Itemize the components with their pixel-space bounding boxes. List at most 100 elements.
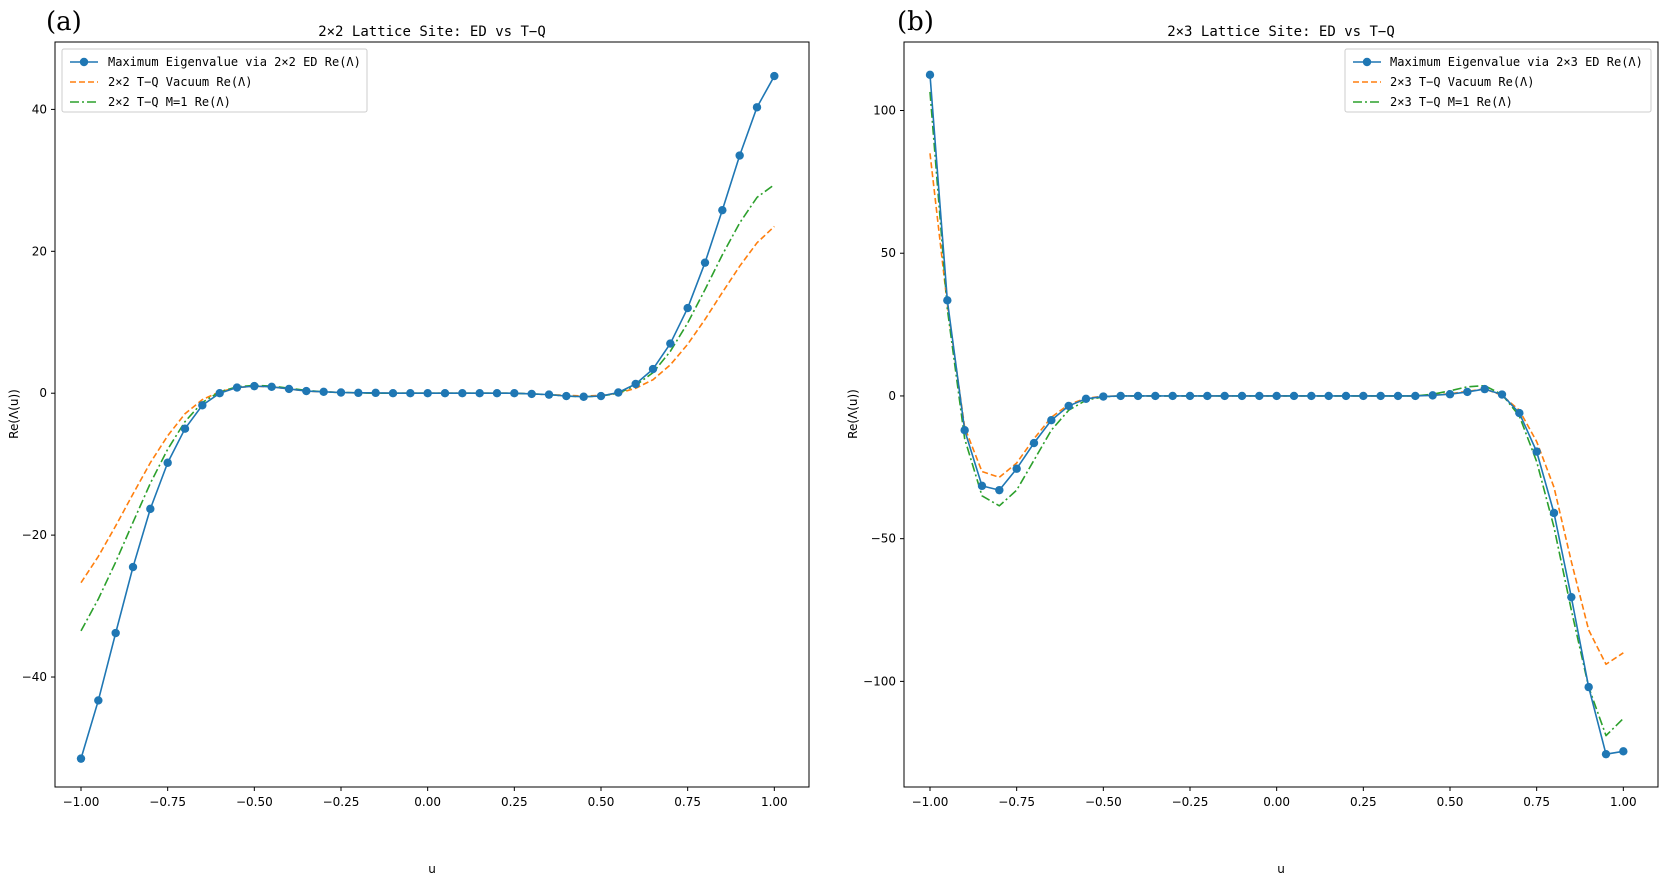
data-point-a-38: [735, 151, 744, 160]
data-point-a-12: [284, 384, 294, 394]
data-point-b-10: [1099, 392, 1108, 401]
data-point-b-32: [1480, 384, 1489, 394]
x-tick-label-a-0: −1.00: [63, 795, 100, 809]
x-tick-label-a-3: −0.25: [323, 795, 360, 809]
data-point-b-2: [960, 426, 969, 435]
y-axis-label-b: Re(Λ(u)): [846, 389, 860, 439]
x-tick-label-a-1: −0.75: [149, 795, 186, 809]
data-point-b-1: [943, 296, 952, 305]
chart-title-a: 2×2 Lattice Site: ED vs T−Q: [318, 24, 546, 40]
data-point-a-1: [94, 696, 103, 705]
series-group-b: [925, 70, 1628, 759]
x-tick-label-a-4: 0.00: [414, 795, 441, 809]
data-point-b-5: [1012, 464, 1021, 473]
y-tick-label-a-2: 0: [39, 386, 47, 400]
data-point-a-7: [198, 401, 207, 410]
data-point-b-3: [977, 481, 987, 491]
data-point-a-29: [579, 392, 588, 401]
data-point-b-36: [1549, 508, 1559, 518]
axes-frame-b: [903, 41, 1659, 788]
legend-b: Maximum Eigenvalue via 2×3 ED Re(Λ) 2×3 …: [1344, 48, 1652, 113]
legend-box-b: [1344, 48, 1652, 113]
x-axis-label-a: u: [428, 862, 436, 873]
panel-label-b: (b): [897, 7, 934, 37]
data-point-b-12: [1133, 391, 1143, 401]
data-point-a-5: [163, 458, 172, 467]
data-point-a-20: [423, 389, 432, 398]
data-point-a-0: [76, 754, 86, 763]
data-point-a-35: [683, 303, 692, 313]
data-point-a-11: [267, 382, 276, 392]
data-point-b-33: [1497, 390, 1507, 399]
data-point-b-11: [1116, 391, 1125, 401]
axes-frame-a: [54, 41, 810, 788]
data-point-a-39: [752, 103, 762, 112]
data-point-a-16: [354, 388, 363, 398]
data-point-a-28: [562, 391, 571, 401]
data-point-b-16: [1203, 391, 1212, 401]
legend-label-b-1: Maximum Eigenvalue via 2×3 ED Re(Λ): [1390, 55, 1643, 69]
y-tick-label-a-4: 40: [32, 102, 47, 116]
data-point-b-8: [1064, 401, 1073, 411]
data-point-b-24: [1341, 391, 1351, 401]
data-point-b-18: [1237, 391, 1247, 401]
data-point-a-9: [232, 383, 242, 392]
x-tick-label-a-6: 0.50: [588, 795, 615, 809]
data-point-a-30: [596, 391, 606, 401]
data-point-a-22: [458, 389, 467, 398]
legend-label-b-2: 2×3 T−Q Vacuum Re(Λ): [1390, 75, 1535, 89]
tick-group-b: −1.00 −0.75 −0.50 −0.25 0.00 0.25 0.50 0.75 1.00…: [863, 104, 1637, 809]
x-tick-label-b-2: −0.50: [1085, 795, 1122, 809]
data-point-b-7: [1047, 416, 1056, 425]
data-point-a-31: [614, 388, 623, 397]
plot-area-b: [925, 70, 1628, 759]
legend-a: Maximum Eigenvalue via 2×2 ED Re(Λ) 2×2 …: [61, 48, 368, 113]
data-point-b-15: [1185, 391, 1195, 401]
data-point-a-10: [250, 381, 259, 391]
data-point-a-36: [700, 258, 710, 267]
data-point-a-40: [770, 71, 779, 81]
x-tick-label-b-4: 0.00: [1263, 795, 1290, 809]
chart-panel-a: (a) 2×2 Lattice Site: ED vs T−Q u Re(Λ(u…: [7, 7, 810, 873]
y-tick-label-b-2: 0: [888, 389, 896, 403]
x-tick-label-b-0: −1.00: [912, 795, 949, 809]
y-tick-label-b-3: 50: [881, 246, 896, 260]
series-line-a-2: [80, 225, 775, 584]
x-tick-label-b-7: 0.75: [1523, 795, 1550, 809]
data-point-b-29: [1428, 391, 1437, 400]
legend-box-a: [61, 48, 368, 113]
data-point-b-6: [1029, 438, 1039, 448]
data-point-a-3: [128, 562, 138, 572]
data-point-b-0: [925, 70, 935, 80]
data-point-b-9: [1081, 394, 1091, 403]
data-point-a-32: [631, 379, 640, 389]
legend-entry-a-1: Maximum Eigenvalue via 2×2 ED Re(Λ): [108, 55, 361, 69]
data-point-a-27: [544, 390, 554, 399]
chart-title-b: 2×3 Lattice Site: ED vs T−Q: [1167, 24, 1395, 40]
data-point-a-26: [527, 389, 536, 399]
data-point-a-6: [180, 424, 190, 433]
x-tick-label-a-8: 1.00: [761, 795, 788, 809]
legend-label-a-2: 2×2 T−Q Vacuum Re(Λ): [108, 75, 253, 89]
data-point-a-21: [440, 389, 450, 398]
data-point-b-25: [1359, 391, 1368, 401]
data-point-b-20: [1272, 391, 1281, 401]
data-point-b-26: [1376, 391, 1385, 401]
data-point-a-17: [371, 388, 380, 398]
data-point-a-24: [492, 389, 502, 398]
legend-entry-b-3: 2×3 T−Q M=1 Re(Λ): [1390, 95, 1513, 109]
data-point-a-19: [406, 389, 415, 398]
panel-label-a: (a): [46, 7, 82, 37]
data-point-b-37: [1567, 592, 1576, 602]
x-tick-label-b-3: −0.25: [1172, 795, 1209, 809]
data-point-a-14: [319, 387, 328, 396]
data-point-b-22: [1307, 391, 1316, 401]
y-tick-label-a-1: −20: [22, 528, 47, 542]
x-tick-label-b-5: 0.25: [1350, 795, 1377, 809]
data-point-a-25: [510, 389, 519, 398]
y-tick-label-b-4: 100: [873, 104, 896, 118]
data-point-b-19: [1255, 391, 1264, 401]
data-point-b-40: [1619, 747, 1628, 756]
legend-marker-b-1: [1362, 57, 1372, 67]
